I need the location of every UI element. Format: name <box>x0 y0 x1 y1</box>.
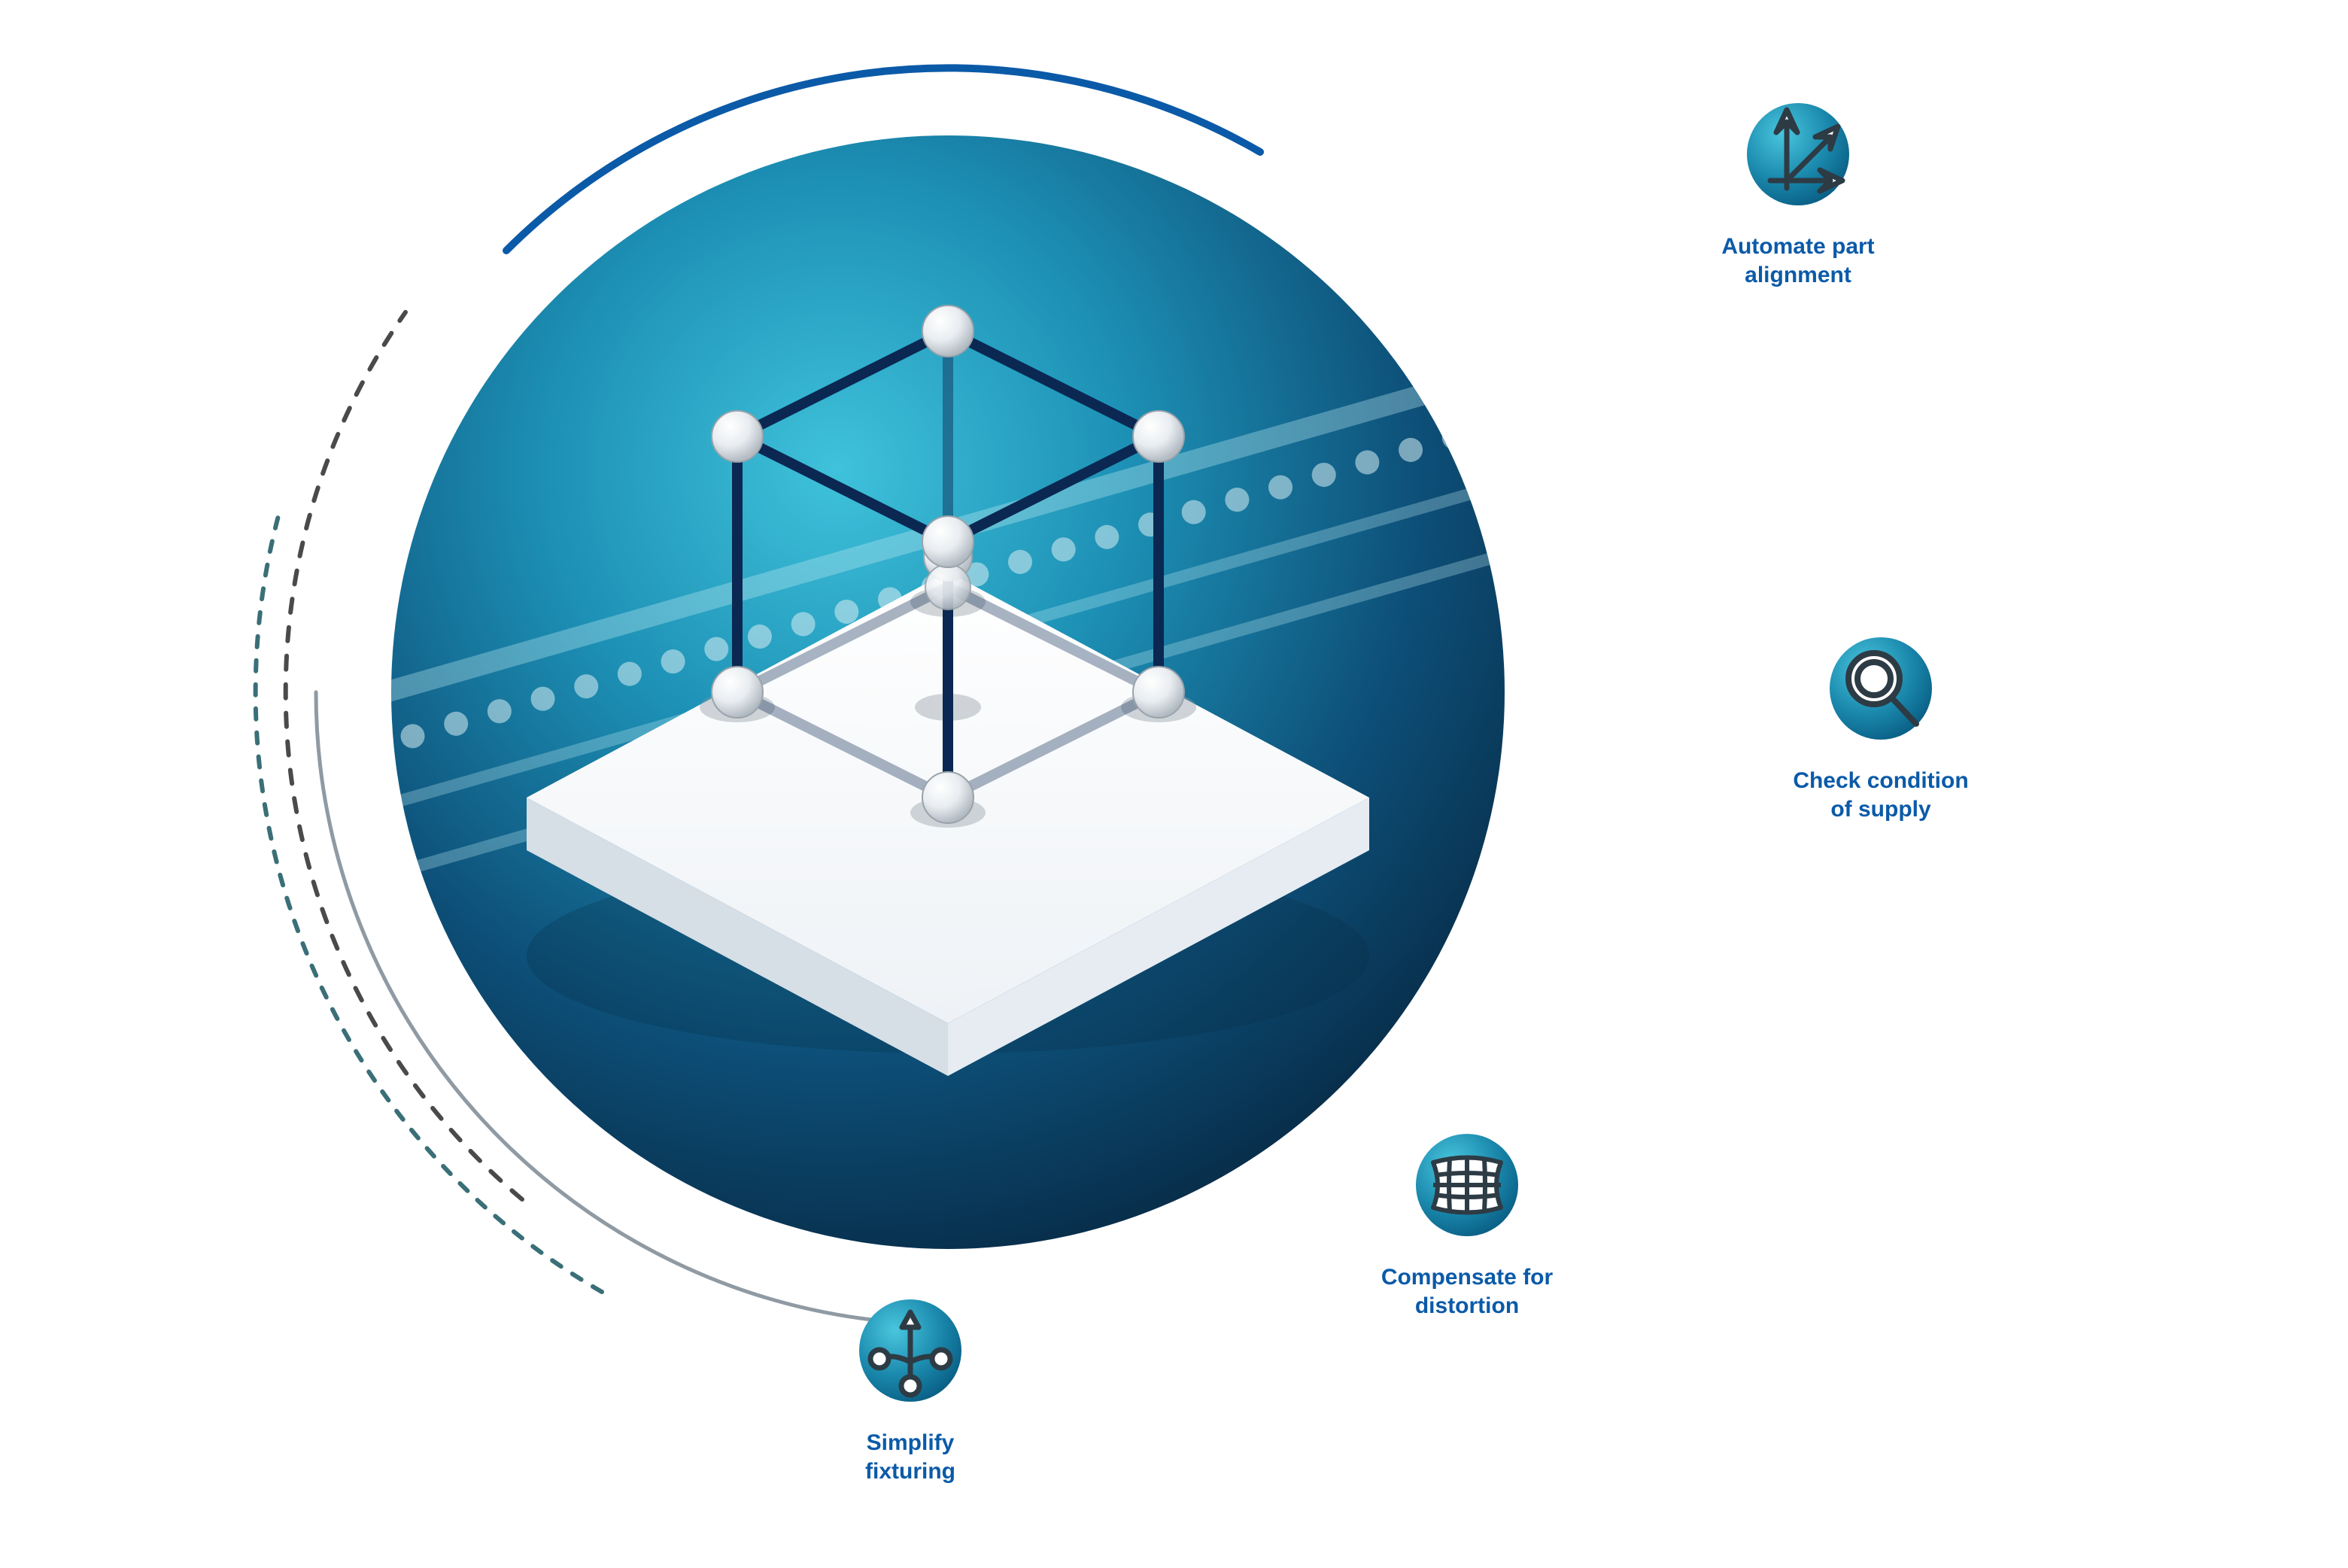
feature-automate-alignment: Automate part alignment <box>1663 98 1933 289</box>
distortion-grid-icon <box>1411 1129 1523 1241</box>
axes-arrows-icon <box>1742 98 1854 211</box>
feature-label: Check condition of supply <box>1745 767 2016 823</box>
feature-label: Simplify fixturing <box>775 1429 1046 1485</box>
feature-label: Automate part alignment <box>1663 232 1933 289</box>
infographic-stage: Automate part alignment Check condition … <box>0 0 2348 1568</box>
feature-check-condition: Check condition of supply <box>1745 632 2016 823</box>
branching-icon <box>854 1294 967 1407</box>
magnifier-icon <box>1824 632 1937 745</box>
feature-compensate-distortion: Compensate for distortion <box>1332 1129 1602 1320</box>
feature-label: Compensate for distortion <box>1332 1263 1602 1320</box>
feature-simplify-fixturing: Simplify fixturing <box>775 1294 1046 1485</box>
